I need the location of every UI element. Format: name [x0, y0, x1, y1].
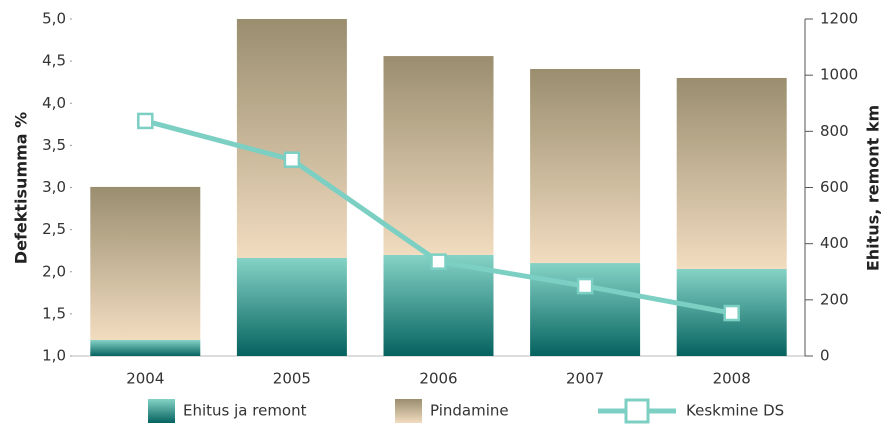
- legend-marker: [624, 398, 650, 424]
- x-tick-label: 2008: [713, 370, 751, 388]
- legend-label: Pindamine: [430, 402, 509, 420]
- line-marker: [137, 112, 154, 130]
- line-marker: [576, 277, 594, 295]
- y2-tick-label: 1200: [820, 10, 858, 28]
- legend-label: Keskmine DS: [686, 402, 784, 420]
- bar: [236, 19, 347, 258]
- y2-tick-label: 0: [820, 347, 830, 365]
- y-axis-title: Defektisumma %: [12, 112, 31, 264]
- y2-tick-label: 1000: [820, 66, 858, 84]
- y2-tick-label: 800: [820, 122, 849, 140]
- x-tick-label: 2005: [273, 370, 311, 388]
- bar: [90, 339, 201, 356]
- line-marker: [723, 304, 740, 322]
- y-tick-label: 2,5: [42, 220, 66, 238]
- legend-label: Ehitus ja remont: [183, 402, 307, 420]
- x-tick-label: 2006: [419, 370, 457, 388]
- bar: [383, 56, 494, 255]
- bar: [236, 257, 347, 356]
- bar: [530, 263, 641, 356]
- bar: [530, 68, 641, 264]
- y-tick-label: 3,0: [42, 178, 66, 196]
- y-tick-label: 4,0: [42, 94, 66, 112]
- y-tick-label: 4,5: [42, 52, 66, 70]
- bar: [383, 254, 494, 356]
- x-tick-label: 2004: [126, 370, 164, 388]
- y2-tick-label: 600: [820, 178, 849, 196]
- y-tick-label: 5,0: [42, 10, 66, 28]
- y2-tick-label: 200: [820, 290, 849, 308]
- legend-swatch: [395, 399, 422, 423]
- y2-axis-title: Ehitus, remont km: [864, 105, 883, 271]
- y-tick-label: 1,0: [42, 347, 66, 365]
- y-tick-label: 3,5: [42, 136, 66, 154]
- y2-tick-label: 400: [820, 234, 849, 252]
- line-marker: [430, 253, 447, 270]
- legend-swatch: [148, 399, 175, 423]
- y-tick-label: 2,0: [42, 262, 66, 280]
- bar: [90, 186, 201, 340]
- y-tick-label: 1,5: [42, 304, 66, 322]
- x-tick-label: 2007: [566, 370, 604, 388]
- line-marker: [283, 151, 301, 168]
- bar: [676, 77, 787, 269]
